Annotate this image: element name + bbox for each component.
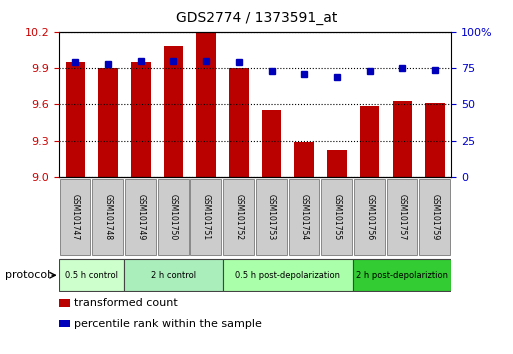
Bar [124, 259, 223, 291]
Bar [59, 259, 124, 291]
Text: GSM101747: GSM101747 [71, 194, 80, 240]
Text: 2 h control: 2 h control [151, 271, 196, 280]
Text: GSM101754: GSM101754 [300, 194, 309, 240]
Bar [387, 179, 418, 255]
Text: GSM101752: GSM101752 [234, 194, 243, 240]
Text: GSM101759: GSM101759 [430, 194, 440, 240]
Text: GSM101756: GSM101756 [365, 194, 374, 240]
Text: transformed count: transformed count [74, 298, 178, 308]
Bar [425, 103, 445, 177]
Text: GSM101748: GSM101748 [104, 194, 112, 240]
Bar [92, 179, 123, 255]
Bar [229, 68, 249, 177]
Bar [223, 259, 353, 291]
Bar [196, 32, 216, 177]
Bar [60, 179, 90, 255]
Bar [321, 179, 352, 255]
Bar [98, 68, 118, 177]
Bar [223, 179, 254, 255]
Text: GSM101753: GSM101753 [267, 194, 276, 240]
Text: GSM101755: GSM101755 [332, 194, 342, 240]
Bar [66, 62, 85, 177]
Bar [131, 62, 150, 177]
Bar [360, 105, 380, 177]
Text: 0.5 h post-depolarization: 0.5 h post-depolarization [235, 271, 341, 280]
Bar [256, 179, 287, 255]
Bar [164, 46, 183, 177]
Bar [262, 110, 281, 177]
Text: 0.5 h control: 0.5 h control [65, 271, 118, 280]
Bar [125, 179, 156, 255]
Bar [190, 179, 221, 255]
Text: percentile rank within the sample: percentile rank within the sample [74, 319, 262, 329]
Text: GSM101757: GSM101757 [398, 194, 407, 240]
Text: GDS2774 / 1373591_at: GDS2774 / 1373591_at [176, 11, 337, 25]
Bar [392, 101, 412, 177]
Bar [327, 150, 347, 177]
Text: GSM101749: GSM101749 [136, 194, 145, 240]
Bar [354, 179, 385, 255]
Text: GSM101751: GSM101751 [202, 194, 211, 240]
Bar [420, 179, 450, 255]
Bar [158, 179, 188, 255]
Text: GSM101750: GSM101750 [169, 194, 178, 240]
Bar [289, 179, 319, 255]
Bar [294, 142, 314, 177]
Bar [353, 259, 451, 291]
Text: 2 h post-depolariztion: 2 h post-depolariztion [357, 271, 448, 280]
Text: protocol: protocol [5, 270, 50, 280]
